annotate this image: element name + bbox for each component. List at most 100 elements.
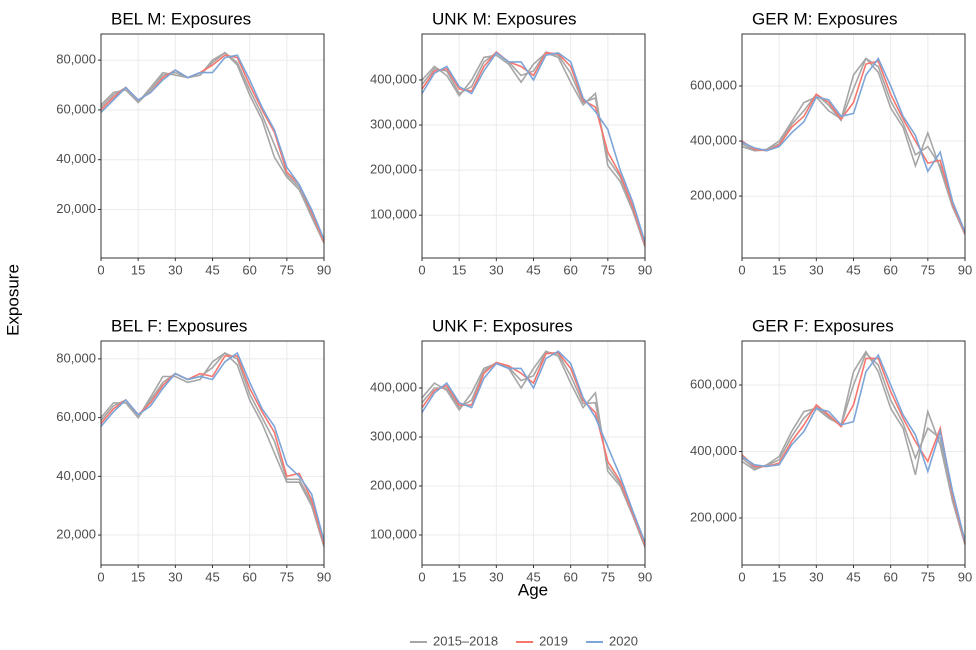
x-tick-label: 30 xyxy=(809,262,823,277)
x-tick-label: 75 xyxy=(921,569,935,584)
panel-border xyxy=(421,33,646,259)
x-tick-label: 45 xyxy=(526,262,540,277)
x-tick-label: 0 xyxy=(418,569,425,584)
panel-title: GER F: Exposures xyxy=(752,316,894,335)
x-tick-label: 60 xyxy=(563,262,577,277)
series-line xyxy=(100,351,325,542)
series-line xyxy=(741,56,966,233)
panel-border xyxy=(741,33,966,259)
series-line xyxy=(421,351,646,546)
x-tick-label: 90 xyxy=(638,262,652,277)
x-tick-label: 30 xyxy=(168,262,182,277)
x-tick-label: 0 xyxy=(738,569,745,584)
x-tick-label: 90 xyxy=(958,569,972,584)
x-tick-label: 90 xyxy=(317,262,331,277)
x-tick-label: 0 xyxy=(418,262,425,277)
panel-title: UNK F: Exposures xyxy=(432,316,573,335)
x-tick-label: 15 xyxy=(131,569,145,584)
legend-label: 2015–2018 xyxy=(433,633,498,648)
series-line xyxy=(100,352,325,545)
x-tick-label: 60 xyxy=(883,569,897,584)
y-tick-label: 400,000 xyxy=(690,443,737,458)
x-tick-label: 15 xyxy=(772,262,786,277)
x-tick-label: 0 xyxy=(97,262,104,277)
panel-border xyxy=(100,340,325,566)
x-tick-label: 45 xyxy=(526,569,540,584)
panel-title: BEL M: Exposures xyxy=(111,9,251,28)
y-tick-label: 200,000 xyxy=(690,188,737,203)
x-tick-label: 60 xyxy=(242,569,256,584)
x-tick-label: 15 xyxy=(452,262,466,277)
x-tick-label: 60 xyxy=(242,262,256,277)
series-line xyxy=(741,352,966,545)
y-tick-label: 60,000 xyxy=(56,409,96,424)
y-tick-label: 100,000 xyxy=(370,207,417,222)
panel-title: UNK M: Exposures xyxy=(432,9,577,28)
x-tick-label: 30 xyxy=(489,569,503,584)
panel-border xyxy=(100,33,325,259)
y-tick-label: 200,000 xyxy=(370,162,417,177)
y-tick-label: 600,000 xyxy=(690,77,737,92)
y-tick-label: 400,000 xyxy=(370,71,417,86)
series-line xyxy=(741,57,966,235)
y-tick-label: 60,000 xyxy=(56,101,96,116)
series-line xyxy=(421,51,646,243)
series-line xyxy=(421,350,646,548)
x-tick-label: 90 xyxy=(317,569,331,584)
y-tick-label: 20,000 xyxy=(56,526,96,541)
series-line xyxy=(741,357,966,544)
y-axis-label: Exposure xyxy=(3,264,22,336)
series-line xyxy=(100,51,325,243)
x-tick-label: 60 xyxy=(563,569,577,584)
x-tick-label: 45 xyxy=(846,569,860,584)
x-tick-label: 15 xyxy=(131,262,145,277)
x-tick-label: 30 xyxy=(489,262,503,277)
y-tick-label: 80,000 xyxy=(56,350,96,365)
series-line xyxy=(100,54,325,240)
series-line xyxy=(421,350,646,543)
series-line xyxy=(421,50,646,245)
x-tick-label: 75 xyxy=(921,262,935,277)
x-tick-label: 30 xyxy=(809,569,823,584)
y-tick-label: 100,000 xyxy=(370,526,417,541)
x-tick-label: 75 xyxy=(601,569,615,584)
series-line xyxy=(741,60,966,234)
legend-label: 2019 xyxy=(539,633,568,648)
y-tick-label: 400,000 xyxy=(690,132,737,147)
y-tick-label: 40,000 xyxy=(56,151,96,166)
y-tick-label: 20,000 xyxy=(56,201,96,216)
y-tick-label: 400,000 xyxy=(370,379,417,394)
x-tick-label: 0 xyxy=(738,262,745,277)
x-tick-label: 90 xyxy=(638,569,652,584)
y-tick-label: 600,000 xyxy=(690,376,737,391)
x-tick-label: 60 xyxy=(883,262,897,277)
legend-label: 2020 xyxy=(609,633,638,648)
y-tick-label: 200,000 xyxy=(370,477,417,492)
panel-border xyxy=(421,340,646,566)
series-line xyxy=(421,351,646,547)
x-tick-label: 90 xyxy=(958,262,972,277)
x-tick-label: 75 xyxy=(601,262,615,277)
x-tick-label: 0 xyxy=(97,569,104,584)
y-tick-label: 200,000 xyxy=(690,509,737,524)
x-tick-label: 45 xyxy=(205,262,219,277)
x-tick-label: 15 xyxy=(452,569,466,584)
x-axis-label: Age xyxy=(518,580,548,599)
x-tick-label: 45 xyxy=(846,262,860,277)
x-tick-label: 15 xyxy=(772,569,786,584)
x-tick-label: 75 xyxy=(280,262,294,277)
x-tick-label: 30 xyxy=(168,569,182,584)
panel-title: GER M: Exposures xyxy=(752,9,898,28)
y-tick-label: 40,000 xyxy=(56,468,96,483)
y-tick-label: 300,000 xyxy=(370,428,417,443)
series-line xyxy=(741,353,966,542)
panel-title: BEL F: Exposures xyxy=(111,316,247,335)
panel-border xyxy=(741,340,966,566)
y-tick-label: 80,000 xyxy=(56,52,96,67)
series-line xyxy=(421,51,646,247)
x-tick-label: 45 xyxy=(205,569,219,584)
series-line xyxy=(741,350,966,545)
y-tick-label: 300,000 xyxy=(370,116,417,131)
series-line xyxy=(421,51,646,246)
